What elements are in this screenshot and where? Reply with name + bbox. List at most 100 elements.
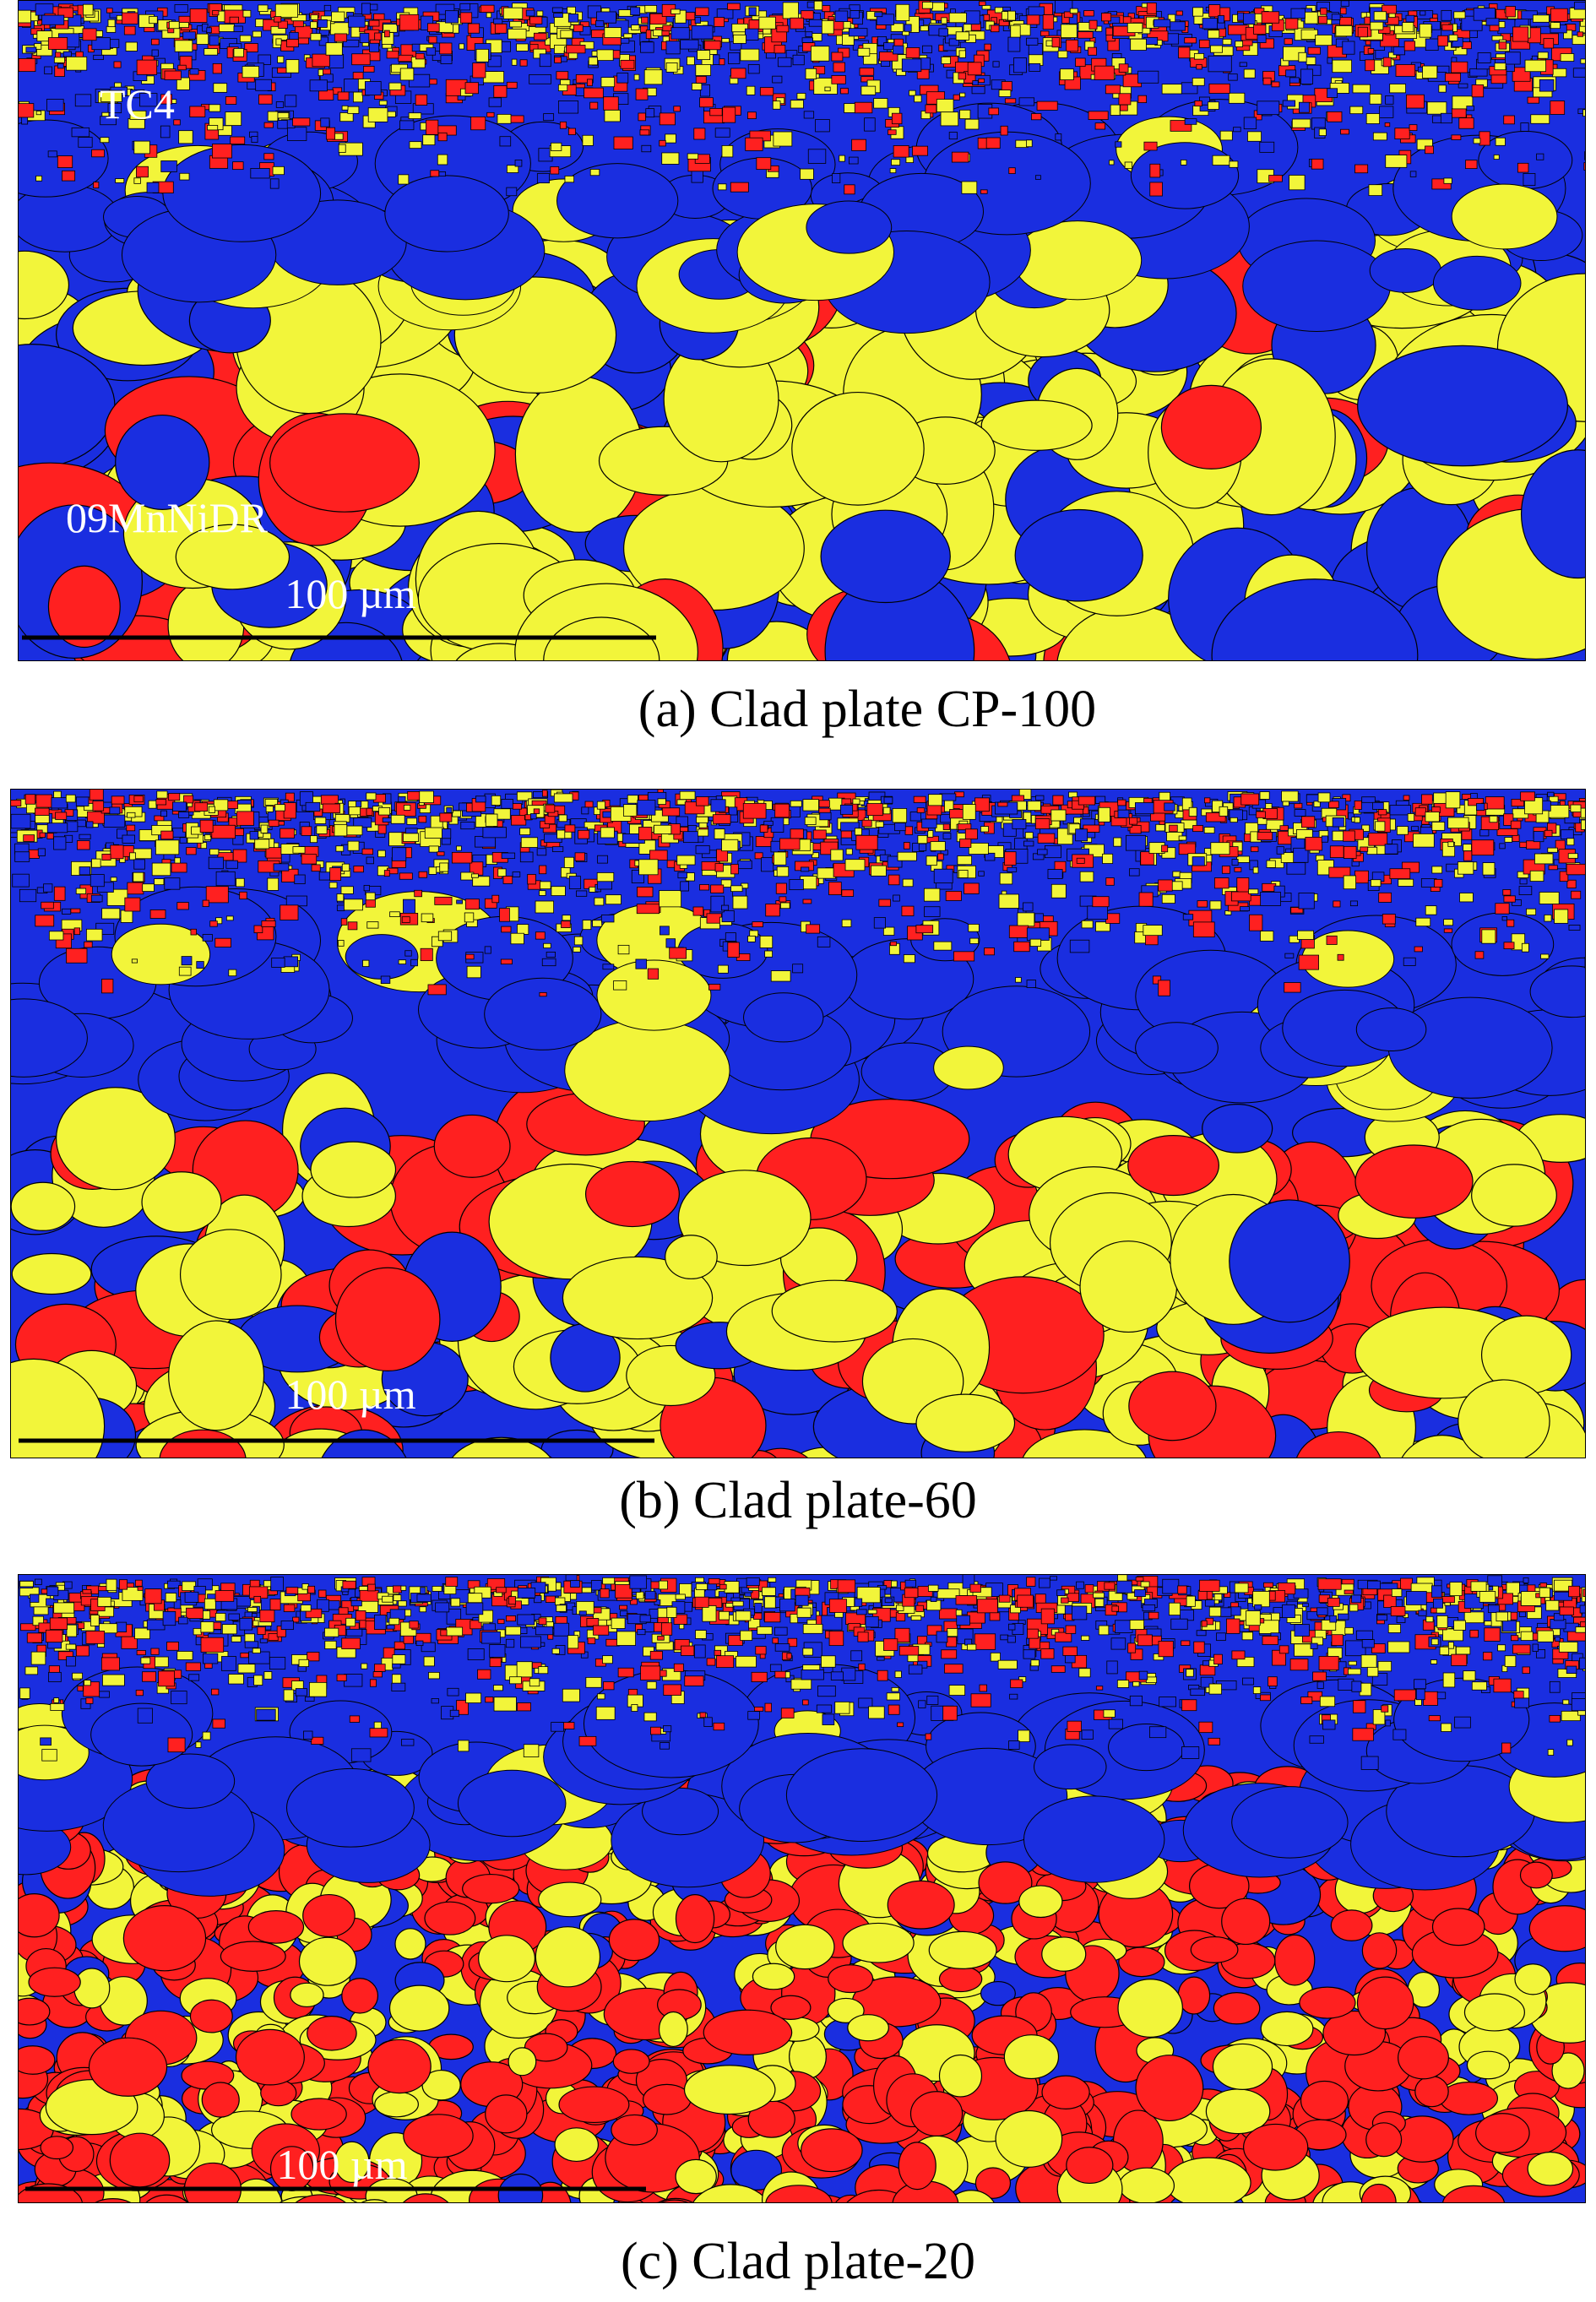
grain (103, 814, 126, 828)
grain (236, 877, 245, 888)
grain (619, 1610, 628, 1616)
grain (697, 50, 711, 61)
grain (1126, 23, 1143, 33)
grain (208, 806, 215, 813)
grain (264, 798, 278, 806)
grain (1443, 177, 1452, 184)
grain (1543, 38, 1555, 49)
grain (721, 839, 739, 852)
grain (1026, 980, 1036, 988)
grain (822, 5, 831, 13)
grain (763, 820, 774, 826)
grain (1357, 345, 1568, 467)
grain (519, 59, 528, 67)
grain (238, 2202, 252, 2203)
grain (1257, 34, 1267, 43)
grain (1240, 906, 1250, 912)
grain (480, 1446, 554, 1458)
grain (1290, 907, 1304, 914)
grain (806, 200, 893, 254)
grain (1129, 825, 1142, 834)
grain (46, 833, 54, 839)
grain (361, 3, 371, 15)
grain (383, 30, 390, 38)
grain (1372, 132, 1387, 141)
grain (1075, 828, 1088, 842)
grain (897, 851, 917, 861)
grain (398, 174, 410, 185)
grain (100, 137, 110, 144)
grain (500, 958, 513, 965)
grain (1394, 128, 1410, 139)
grain (255, 79, 272, 91)
grain (958, 870, 969, 878)
grain (311, 864, 321, 872)
grain (967, 62, 982, 76)
grain (1284, 18, 1299, 30)
grain (1547, 791, 1555, 797)
grain (866, 803, 883, 817)
grain (727, 3, 741, 10)
grain (1519, 841, 1528, 848)
grain (37, 848, 46, 856)
grain (1392, 46, 1405, 56)
grain (1482, 1652, 1493, 1661)
grain (1414, 946, 1423, 953)
grain (857, 47, 871, 57)
grain (274, 3, 298, 18)
grain (398, 959, 407, 964)
grain (638, 859, 659, 876)
grain (1228, 92, 1246, 104)
grain (964, 118, 980, 130)
grain (1343, 875, 1356, 890)
grain (602, 811, 612, 818)
grain (860, 85, 877, 95)
grain (731, 23, 748, 33)
grain (284, 95, 297, 107)
grain (365, 81, 382, 96)
grain (35, 915, 55, 927)
grain (541, 958, 556, 967)
grain (551, 886, 566, 896)
grain (1333, 900, 1341, 908)
grain (265, 806, 274, 812)
grain (263, 122, 274, 128)
grain (754, 852, 763, 860)
grain (71, 127, 90, 138)
grain (602, 964, 615, 970)
grain (665, 62, 678, 73)
grain (359, 33, 370, 43)
grain (341, 1978, 379, 2014)
grain (1520, 791, 1535, 801)
grain (427, 984, 447, 996)
grain (699, 884, 710, 891)
grain (464, 82, 479, 95)
grain (792, 54, 805, 66)
grain (334, 1267, 441, 1372)
grain (1296, 829, 1313, 839)
grain (401, 916, 410, 923)
grain (1233, 127, 1241, 133)
grain (1519, 1861, 1553, 1889)
grain (1551, 2052, 1585, 2089)
grain (1007, 10, 1016, 21)
grain (480, 4, 495, 14)
grain (988, 107, 999, 116)
grain (936, 99, 954, 112)
grain (348, 806, 361, 816)
grain (217, 852, 234, 861)
grain (380, 2199, 411, 2203)
grain (1425, 38, 1439, 52)
grain (1349, 900, 1358, 907)
grain (1544, 914, 1552, 922)
grain (1505, 52, 1521, 65)
grain (156, 790, 168, 799)
grain (1389, 868, 1411, 879)
grain (697, 828, 709, 837)
grain (779, 896, 787, 903)
grain (940, 111, 959, 127)
grain (1406, 94, 1425, 109)
grain (43, 883, 53, 893)
grain (730, 864, 739, 875)
